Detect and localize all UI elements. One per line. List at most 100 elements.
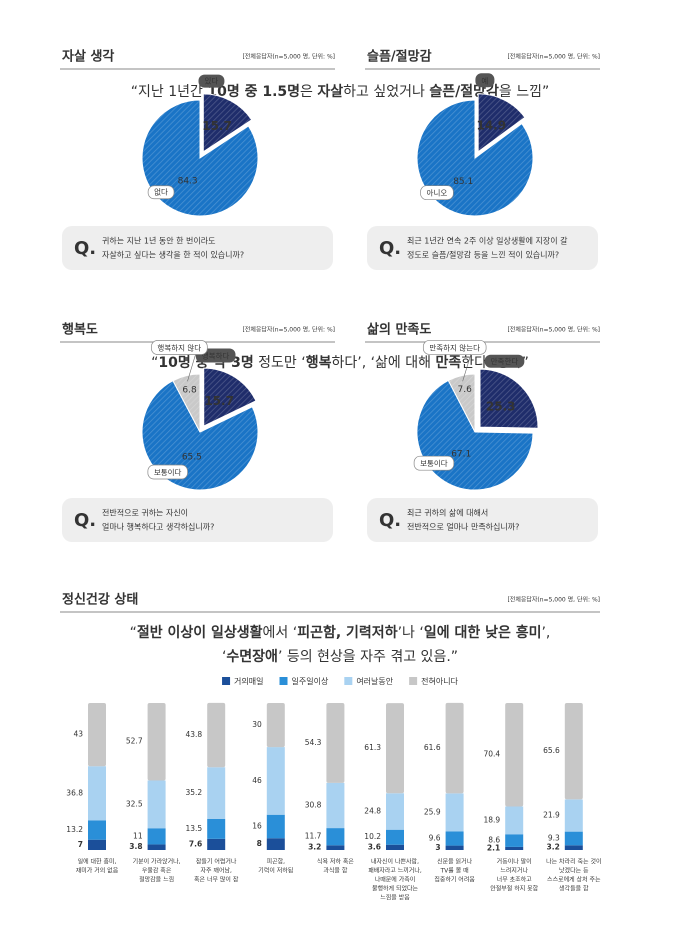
bar-segment: [386, 829, 404, 845]
value-label: 36.8: [66, 788, 83, 797]
value-label: 52.7: [126, 737, 143, 746]
bar-segment: [326, 703, 345, 783]
headline-part: 절반 이상이 일상생활: [137, 624, 263, 641]
value-label: 3.8: [129, 842, 142, 851]
value-label: 10.2: [364, 832, 381, 841]
x-category-label: 우울감 혹은: [142, 867, 172, 875]
category-label: 아니오: [427, 188, 448, 198]
category-label: 행복하다: [202, 350, 230, 360]
bar-segment: [207, 702, 226, 768]
headline-part: 정도만 ‘: [254, 355, 306, 371]
section-title: 삶의 만족도: [367, 322, 431, 338]
bar-segment: [266, 747, 285, 815]
question-box: [62, 498, 333, 542]
bar-segment: [505, 834, 524, 847]
category-callout: 보통이다: [147, 464, 188, 480]
callout-box: [475, 73, 495, 88]
legend-label: 거의매일: [234, 676, 263, 686]
question-text: 전반적으로 귀하는 자신이: [102, 508, 188, 518]
value-label: 9.3: [548, 833, 560, 842]
headline-part: 자살: [317, 83, 343, 100]
x-category-label: 너무 초조하고: [497, 876, 533, 884]
question-text: 자살하고 싶다는 생각을 한 적이 있습니까?: [102, 250, 244, 260]
slice-hatch: [203, 93, 252, 152]
value-label: 7: [78, 840, 83, 849]
legend-swatch: [222, 677, 231, 685]
callout-box: [420, 185, 454, 201]
value-label: 30: [252, 720, 262, 729]
bar-segment: [326, 782, 345, 829]
value-label: 8.6: [488, 836, 500, 845]
bar-segment: [386, 844, 404, 850]
bar-segment: [88, 820, 106, 840]
x-category-label: 집중하기 어려움: [434, 876, 475, 884]
callout-box: [484, 354, 525, 368]
legend: 거의매일 일주일이상 여러날동안 전혀아니다: [222, 676, 459, 686]
headline-part: “: [151, 355, 158, 371]
question-mark: Q.: [379, 238, 401, 259]
value-label: 54.3: [305, 738, 322, 747]
x-category-label: 식욕 저하 혹은: [317, 858, 354, 866]
section-note: [전체응답자(n=5,000 명, 단위: %]: [507, 53, 600, 61]
x-category-label: 일에 대한 흥미,: [78, 858, 117, 866]
value-label: 3: [435, 843, 440, 852]
x-category-label: 신문을 읽거나: [437, 858, 473, 866]
category-label: 행복하지 않다: [157, 343, 201, 353]
value-label: 15.7: [204, 394, 234, 408]
value-label: 9.6: [429, 834, 441, 843]
slice-hatch: [479, 369, 538, 429]
legend-label: 여러날동안: [356, 676, 393, 686]
value-label: 70.4: [483, 750, 500, 759]
bar-segment: [564, 703, 583, 800]
headline-part: 하다’, ‘삶에 대해: [331, 355, 435, 371]
headline: “절반 이상이 일상생활에서 ‘피곤함, 기력저하’나 ‘일에 대한 낮은 흥미…: [130, 624, 551, 641]
headline-part: “지난 1년간: [131, 84, 208, 100]
callout-box: [147, 185, 175, 200]
value-label: 7.6: [189, 839, 202, 848]
category-label: 만족하지 않는다: [429, 342, 480, 352]
bar-segment: [445, 793, 464, 832]
headline-part: ’나 ‘: [398, 625, 424, 641]
section-title: 정신건강 상태: [62, 592, 138, 608]
x-category-label: 생각들을 함: [559, 885, 589, 893]
callout-box: [413, 455, 455, 471]
legend-label: 전혀아니다: [421, 676, 458, 686]
x-category-label: 기분이 가라앉거나,: [133, 858, 181, 866]
question-text: 귀하는 지난 1년 동안 한 번이라도: [102, 236, 215, 246]
headline-part: 수면장애: [226, 648, 278, 665]
bar-segment: [505, 846, 524, 850]
value-label: 67.1: [451, 450, 471, 460]
x-category-label: 나는 차라리 죽는 것이: [546, 858, 601, 866]
value-label: 65.6: [543, 746, 560, 755]
value-label: 18.9: [483, 815, 500, 824]
category-label: 보통이다: [420, 458, 448, 468]
x-category-label: 낫겠다는 등: [559, 867, 589, 875]
slice-hatch: [478, 93, 525, 152]
bar-segment: [386, 793, 404, 830]
x-category-label: 안절부절 하지 못함: [490, 885, 538, 893]
slice-hatch: [448, 374, 475, 432]
value-label: 61.6: [424, 743, 441, 752]
value-label: 6.8: [182, 385, 197, 395]
x-category-label: TV를 볼 때: [440, 867, 469, 875]
value-label: 13.5: [185, 824, 202, 833]
question-text: 전반적으로 얼마나 만족하십니까?: [407, 522, 519, 532]
category-callout: 예: [475, 73, 495, 88]
value-label: 61.3: [364, 743, 381, 752]
headline-part: 10명 중 1.5명: [207, 83, 300, 100]
value-label: 30.8: [305, 800, 322, 809]
section-title: 자살 생각: [62, 49, 114, 65]
category-label: 예: [481, 75, 488, 85]
x-category-label: 절망감을 느낌: [139, 876, 174, 884]
x-category-label: 잠들기 어렵거나: [196, 858, 237, 866]
value-label: 11: [133, 831, 143, 840]
value-label: 3.2: [547, 843, 560, 852]
question-box: [62, 226, 333, 270]
value-label: 8: [257, 839, 262, 848]
bar-segment: [326, 845, 345, 850]
value-label: 21.9: [543, 811, 560, 820]
bar-segment: [266, 814, 285, 839]
question-box: [367, 498, 598, 542]
headline-part: 하고 싶었거나: [343, 84, 429, 100]
slice-hatch: [172, 374, 200, 432]
